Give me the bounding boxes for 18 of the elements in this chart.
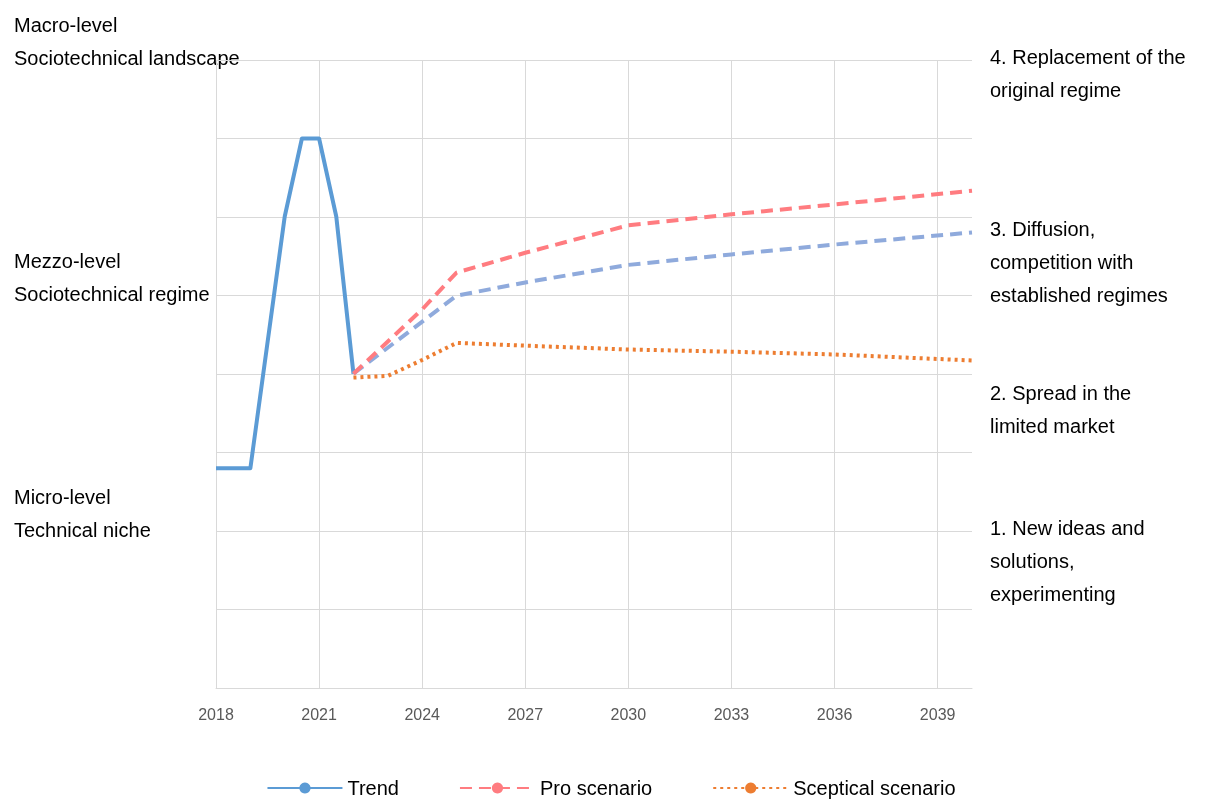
x-tick-label: 2039 [919,705,956,723]
x-tick-label: 2018 [198,705,234,723]
text: 4. Replacement of the original regime [990,45,1186,101]
x-tick-label: 2036 [816,705,853,723]
text: 3. Diffusion, competition with established regimes [990,217,1168,306]
x-tick-label: 2024 [404,705,441,723]
x-tick-label: 2030 [610,705,647,723]
text: Micro-level Technical niche [14,485,151,541]
legend-label: Pro scenario [539,777,653,799]
legend-label: Trend [347,777,399,799]
x-tick-label: 2027 [507,705,544,723]
text: Macro-level Sociotechnical landscape [14,13,240,69]
x-tick-label: 2033 [713,705,750,723]
text: Mezzo-level Sociotechnical regime [14,249,210,305]
legend-label: Sceptical scenario [793,777,956,799]
x-tick-label: 2021 [301,705,337,723]
text: 1. New ideas and solutions, experimenting [990,516,1145,605]
text: 2. Spread in the limited market [990,381,1132,437]
